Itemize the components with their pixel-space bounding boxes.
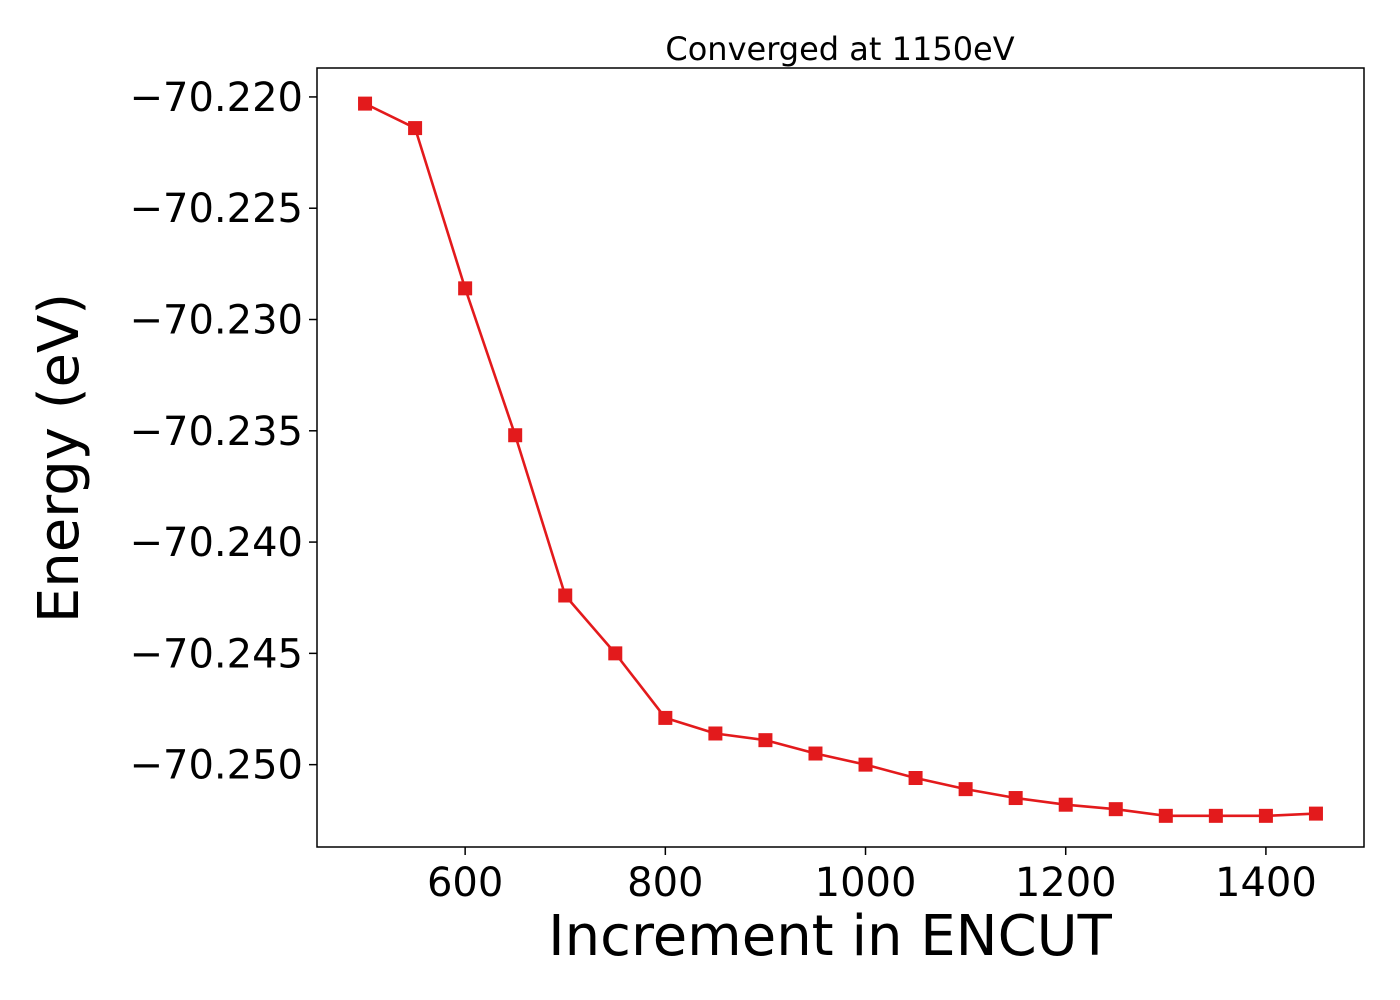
chart-title: Converged at 1150eV [665, 30, 1014, 68]
y-axis-label: Energy (eV) [27, 293, 92, 623]
data-point-marker [908, 771, 923, 786]
data-point-marker [958, 782, 973, 797]
y-tick-label: −70.245 [130, 631, 303, 677]
y-tick-label: −70.225 [130, 186, 303, 232]
x-tick-label: 600 [427, 860, 503, 906]
x-tick-label: 1200 [1015, 860, 1117, 906]
data-point-marker [758, 733, 773, 748]
x-tick-label: 800 [627, 860, 703, 906]
data-point-marker [358, 96, 373, 111]
plot-frame [316, 67, 1365, 848]
data-point-marker [1258, 808, 1273, 823]
data-point-marker [708, 726, 723, 741]
series-line [364, 102, 1317, 818]
data-point-marker [1108, 802, 1123, 817]
data-point-marker [1008, 791, 1023, 806]
data-point-marker [1208, 808, 1223, 823]
y-tick-label: −70.235 [130, 409, 303, 455]
data-point-marker [658, 710, 673, 725]
y-tick-label: −70.230 [130, 298, 303, 344]
x-tick-label: 1000 [815, 860, 917, 906]
data-point-marker [858, 757, 873, 772]
y-tick-label: −70.240 [130, 520, 303, 566]
x-tick-label: 1400 [1215, 860, 1317, 906]
y-axis-ticks: −70.220 −70.225 −70.230 −70.235 −70.240 −70.2… [130, 75, 317, 789]
data-point-marker [608, 646, 623, 661]
x-axis-label: Increment in ENCUT [548, 904, 1113, 969]
plot-area [358, 96, 1323, 823]
data-point-marker [1058, 797, 1073, 812]
data-point-marker [1308, 806, 1323, 821]
data-point-marker [458, 281, 473, 296]
y-tick-label: −70.220 [130, 75, 303, 121]
x-axis-ticks: 600 800 1000 1200 1400 [427, 847, 1317, 906]
data-point-marker [508, 428, 523, 443]
data-point-marker [408, 121, 423, 136]
y-tick-label: −70.250 [130, 743, 303, 789]
data-point-marker [1158, 808, 1173, 823]
data-point-marker [808, 746, 823, 761]
data-point-marker [558, 588, 573, 603]
